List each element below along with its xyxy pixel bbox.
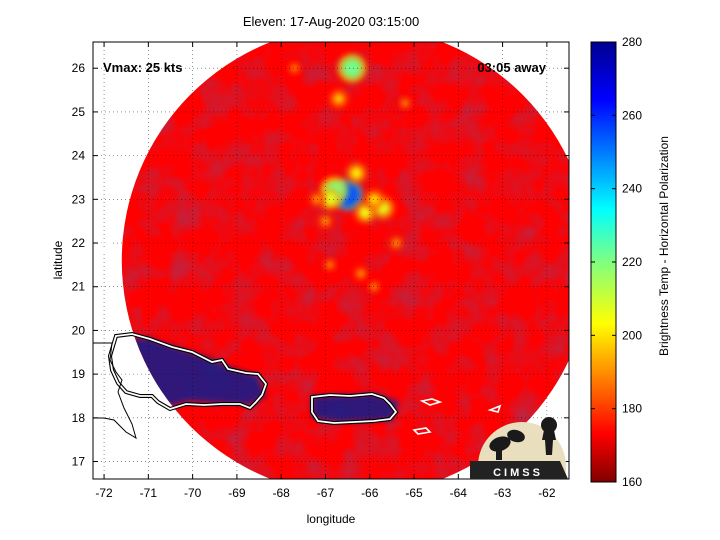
colorbar-tick-label: 200 — [622, 328, 642, 342]
grid-lines — [93, 42, 569, 479]
bahamas-islet — [98, 242, 120, 255]
y-tick-label: 21 — [72, 280, 86, 294]
y-tick-label: 26 — [72, 61, 86, 75]
x-tick-label: -63 — [494, 486, 512, 500]
x-tick-label: -62 — [538, 486, 556, 500]
cold-feature — [370, 282, 379, 291]
cold-feature — [392, 239, 401, 248]
y-tick-label: 20 — [72, 323, 86, 337]
cimss-logo: CIMSS — [470, 417, 568, 479]
x-axis-label: longitude — [307, 512, 356, 526]
figure-title: Eleven: 17-Aug-2020 03:15:00 — [242, 14, 420, 29]
y-tick-label: 18 — [72, 411, 86, 425]
y-tick-label: 19 — [72, 367, 86, 381]
x-tick-label: -71 — [140, 486, 158, 500]
colorbar-label: Brightness Temp - Horizontal Polarizatio… — [657, 136, 671, 356]
y-tick-label: 25 — [72, 105, 86, 119]
cold-feature — [321, 217, 330, 226]
coastlines — [93, 242, 502, 440]
cold-feature — [325, 260, 334, 269]
x-tick-label: -65 — [405, 486, 423, 500]
y-axis-ticks: 17 18 19 20 21 22 23 24 25 26 — [72, 61, 569, 469]
x-tick-label: -70 — [184, 486, 202, 500]
logo-banner — [470, 461, 568, 479]
colorbar-tick-label: 280 — [622, 35, 642, 49]
cold-feature — [290, 64, 299, 73]
virgin-islands — [419, 398, 443, 406]
cold-feature — [401, 99, 410, 108]
vmax-label: Vmax: 25 kts — [103, 60, 183, 75]
x-tick-label: -68 — [273, 486, 291, 500]
colorbar-tick-label: 240 — [622, 182, 642, 196]
cold-feature — [368, 193, 380, 205]
axes-box — [92, 41, 570, 480]
cold-feature — [356, 269, 365, 278]
y-tick-label: 23 — [72, 192, 86, 206]
y-tick-label: 22 — [72, 236, 86, 250]
puerto-rico-land-warm — [312, 394, 398, 422]
y-tick-label: 17 — [72, 455, 86, 469]
cold-feature — [342, 58, 362, 78]
colorbar: 160 180 200 220 240 260 280 Brightness Temp - … — [590, 35, 671, 489]
colorbar-tick-label: 220 — [622, 255, 642, 269]
x-tick-label: -66 — [361, 486, 379, 500]
x-tick-label: -69 — [228, 486, 246, 500]
y-tick-label: 24 — [72, 149, 86, 163]
x-axis-ticks: -72 -71 -70 -69 -68 -67 -66 -65 -64 -63 -62 — [95, 42, 556, 500]
time-away-label: 03:05 away — [477, 60, 546, 75]
cold-feature — [350, 167, 363, 179]
cold-feature — [333, 93, 344, 104]
colorbar-ticks: 160 180 200 220 240 260 280 — [591, 35, 642, 489]
cold-feature — [359, 206, 372, 219]
x-tick-label: -72 — [95, 486, 113, 500]
haiti-coastline — [93, 342, 137, 440]
colorbar-tick-label: 260 — [622, 108, 642, 122]
colorbar-gradient — [590, 41, 617, 483]
colorbar-tick-label: 180 — [622, 402, 642, 416]
x-tick-label: -67 — [317, 486, 335, 500]
logo-dish-icon — [489, 436, 511, 452]
colorbar-tick-label: 160 — [622, 475, 642, 489]
logo-text: CIMSS — [493, 467, 543, 479]
x-tick-label: -64 — [450, 486, 468, 500]
y-axis-label: latitude — [51, 240, 65, 279]
cold-feature — [312, 195, 321, 204]
